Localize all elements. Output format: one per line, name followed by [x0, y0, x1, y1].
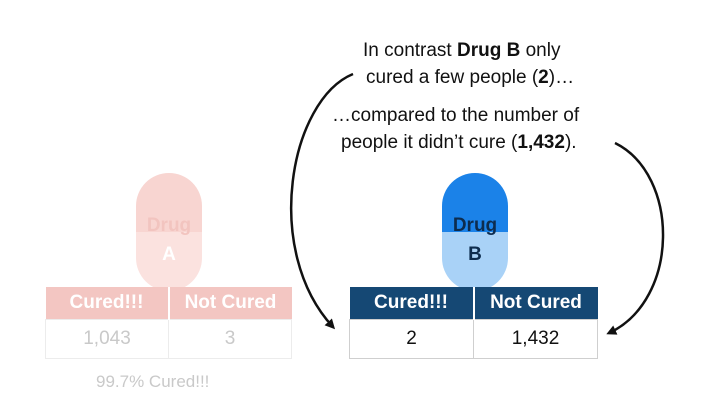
drug-b-header-cured: Cured!!! [349, 287, 475, 320]
drug-a-value-not-cured: 3 [168, 319, 292, 359]
arrow-to-cured-cell [289, 72, 354, 330]
drug-b-label-line-2: B [468, 244, 482, 265]
drug-a-label-line-1: Drug [146, 215, 192, 236]
annotation-bold-text: 2 [538, 67, 549, 88]
annotation-text: In contrast [363, 40, 457, 61]
drug-b-label-line-1: Drug [452, 215, 498, 236]
drug-b-pill-top [442, 173, 508, 232]
annotation-line-1: In contrast Drug B only [363, 36, 560, 66]
drug-a-table: Cured!!! Not Cured 1,043 3 [45, 287, 292, 359]
drug-b-header-not-cured: Not Cured [473, 287, 598, 320]
annotation-text: people it didn’t cure ( [341, 132, 518, 153]
drug-b-value-not-cured: 1,432 [473, 319, 598, 359]
drug-a-value-cured: 1,043 [45, 319, 169, 359]
annotation-bold-text: Drug B [457, 40, 521, 61]
annotation-text: cured a few people ( [366, 67, 539, 88]
drug-a-value-row: 1,043 3 [45, 319, 292, 359]
drug-a-header-not-cured: Not Cured [168, 287, 292, 320]
annotation-text: …compared to the number of [332, 105, 580, 126]
drug-b-pill-bottom [442, 232, 508, 291]
drug-a-percent-cured: 99.7% Cured!!! [96, 372, 210, 391]
annotation-line-3: …compared to the number of [332, 101, 579, 131]
annotation-line-2: cured a few people (2)… [366, 63, 574, 93]
drug-b-pill: Drug B [442, 173, 508, 291]
drug-a-label-line-2: A [162, 244, 176, 265]
annotation-text: only [520, 40, 561, 61]
drug-a-pill: Drug A [136, 173, 202, 291]
drug-a-pill-bottom [136, 232, 202, 291]
drug-b-value-cured: 2 [349, 319, 474, 359]
annotation-line-4: people it didn’t cure (1,432). [341, 128, 577, 158]
drug-a-header-row: Cured!!! Not Cured [45, 287, 292, 320]
annotation-bold-text: 1,432 [517, 132, 565, 153]
annotation-text: )… [548, 67, 575, 88]
drug-b-header-row: Cured!!! Not Cured [349, 287, 598, 320]
drug-b-table: Cured!!! Not Cured 2 1,432 [349, 287, 598, 359]
drug-a-header-cured: Cured!!! [45, 287, 170, 320]
drug-b-value-row: 2 1,432 [349, 319, 598, 359]
arrow-to-not-cured-cell [606, 141, 665, 335]
annotation-text: ). [564, 132, 577, 153]
drug-a-pill-top [136, 173, 202, 232]
